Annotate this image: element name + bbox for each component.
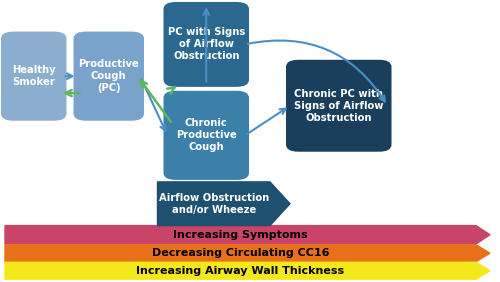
Text: Chronic PC with
Signs of Airflow
Obstruction: Chronic PC with Signs of Airflow Obstruc… xyxy=(294,89,384,123)
Text: PC with Signs
of Airflow
Obstruction: PC with Signs of Airflow Obstruction xyxy=(168,27,245,61)
Text: Airflow Obstruction
and/or Wheeze: Airflow Obstruction and/or Wheeze xyxy=(158,193,269,215)
Polygon shape xyxy=(158,182,290,226)
FancyBboxPatch shape xyxy=(286,60,392,152)
Text: Chronic
Productive
Cough: Chronic Productive Cough xyxy=(176,118,236,152)
Polygon shape xyxy=(5,262,490,279)
Text: Increasing Symptoms: Increasing Symptoms xyxy=(173,230,308,240)
Polygon shape xyxy=(5,226,490,244)
FancyBboxPatch shape xyxy=(74,32,144,121)
FancyBboxPatch shape xyxy=(164,91,249,180)
Text: Productive
Cough
(PC): Productive Cough (PC) xyxy=(78,59,139,93)
FancyBboxPatch shape xyxy=(164,2,249,87)
Text: Decreasing Circulating CC16: Decreasing Circulating CC16 xyxy=(152,248,329,258)
FancyBboxPatch shape xyxy=(1,32,66,121)
Polygon shape xyxy=(5,245,490,262)
Text: Increasing Airway Wall Thickness: Increasing Airway Wall Thickness xyxy=(136,266,344,276)
Text: Healthy
Smoker: Healthy Smoker xyxy=(12,65,56,87)
